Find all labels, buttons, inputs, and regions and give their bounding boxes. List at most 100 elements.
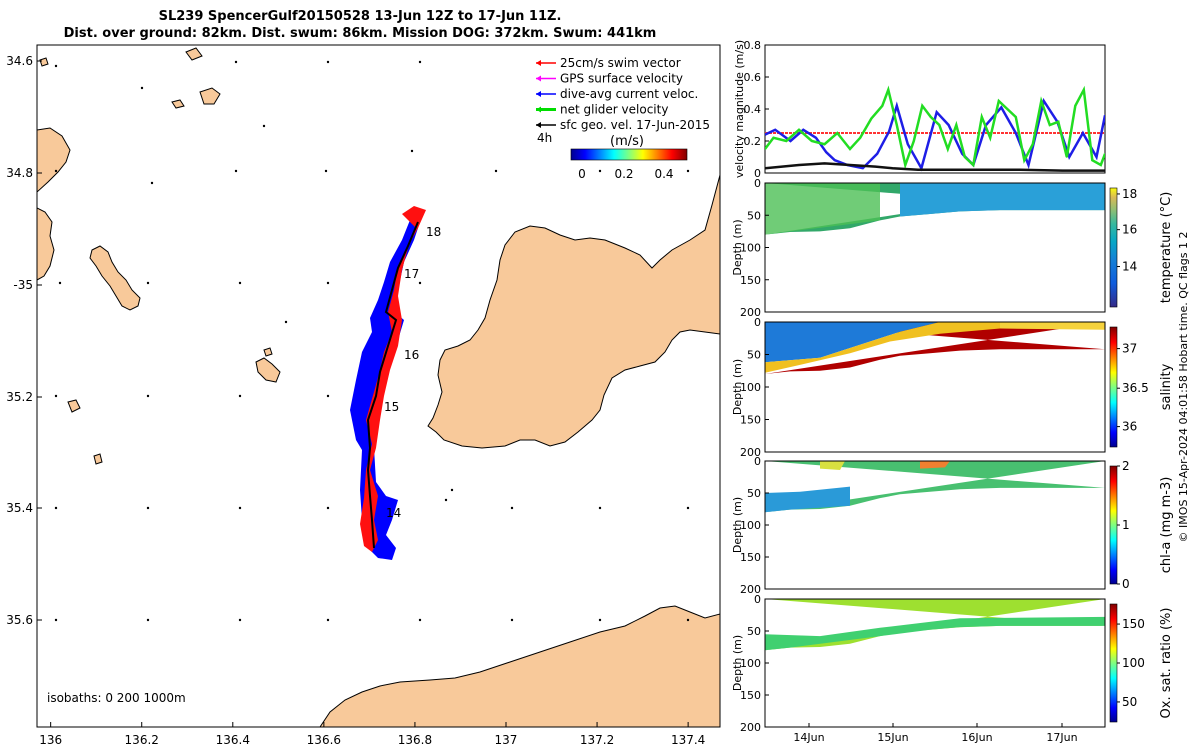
profile-field-chla-mid [820, 461, 845, 470]
day-label-14: 14 [386, 506, 401, 520]
velocity-point [1057, 121, 1060, 123]
velocity-point [972, 164, 975, 166]
colorbar-speed-tick-1: 0.2 [614, 167, 633, 181]
velocity-point [1031, 143, 1034, 145]
velocity-point [1082, 132, 1084, 134]
track-net-path [366, 221, 419, 549]
legend-item: dive-avg current veloc. [536, 87, 698, 101]
velocity-point [881, 105, 884, 107]
land-west-coast-2 [37, 207, 55, 281]
velocity-point [785, 140, 788, 142]
velocity-point [765, 133, 766, 136]
map-xtick-label: 136.6 [307, 733, 341, 747]
map-xtick-label: 136.2 [125, 733, 159, 747]
velocity-point [823, 162, 826, 165]
velocity-point [1065, 156, 1068, 158]
map-xtick-label: 136.8 [398, 733, 432, 747]
velocity-point [917, 169, 919, 171]
isobaths-label: isobaths: 0 200 1000m [47, 691, 186, 705]
legend-arrowhead [536, 75, 541, 82]
velocity-point [895, 105, 898, 107]
island-group [89, 245, 141, 311]
depth-ylabel: Depth (m) [731, 497, 744, 553]
depth-tick-label: 50 [747, 349, 761, 362]
velocity-point [774, 129, 776, 131]
velocity-point [1095, 156, 1098, 158]
velocity-point [1019, 169, 1021, 171]
velocity-series-line [765, 97, 1105, 172]
depth-ylabel: Depth (m) [731, 635, 744, 691]
velocity-point [963, 156, 966, 158]
profile-field-salinity-surface [1000, 322, 1105, 330]
map-ytick-label: -35 [13, 278, 33, 292]
velocity-point [836, 132, 839, 134]
profile-field-chla-high [920, 461, 950, 469]
map-xtick-label: 137.2 [580, 733, 614, 747]
colorbar-label: temperature (°C) [1159, 192, 1174, 304]
velocity-point [887, 89, 890, 91]
day-label-18: 18 [426, 225, 441, 239]
depth-tick-label: 0 [754, 177, 761, 190]
colorbar-speed-title: (m/s) [610, 134, 644, 149]
velocity-point [870, 117, 873, 120]
velocity-point [876, 153, 878, 155]
profile-panel: 0 50 100 150 200 Depth (m) 36 36.5 37 salinity [731, 316, 1174, 459]
depth-ylabel: Depth (m) [731, 219, 744, 275]
colorbar-tick-label: 0 [1122, 577, 1130, 591]
legend-interval-label: 4h [537, 131, 552, 145]
velocity-series-line [765, 85, 1105, 170]
velocity-point [772, 137, 775, 139]
velocity-panel: 0 0.2 0.4 0.6 0.8 velocity magnitude (m/s) [733, 39, 1106, 180]
velocity-point [1104, 169, 1105, 172]
profile-field-oxygen-deep [765, 616, 1105, 651]
figure-title-line2: Dist. over ground: 82km. Dist. swum: 86k… [63, 26, 657, 41]
depth-tick-label: 100 [740, 381, 761, 394]
velocity-point [1023, 159, 1026, 161]
legend-label: 25cm/s swim vector [560, 56, 681, 70]
depth-tick-label: 150 [740, 414, 761, 427]
velocity-point [955, 124, 958, 126]
map-xtick-label: 136.4 [216, 733, 250, 747]
profile-field-salinity-fresh [765, 322, 940, 363]
velocity-point [1043, 100, 1045, 102]
velocity-point [929, 116, 932, 118]
depth-tick-label: 100 [740, 519, 761, 532]
velocity-point [849, 164, 851, 166]
velocity-point [1099, 164, 1102, 166]
velocity-point [1082, 89, 1085, 91]
velocity-point [861, 167, 864, 169]
velocity-point [1000, 106, 1003, 109]
velocity-point [859, 137, 861, 139]
colorbar-tick-label: 150 [1122, 617, 1145, 631]
colorbar-tick-label: 100 [1122, 656, 1145, 670]
velocity-point [874, 165, 877, 168]
profile-colorbar [1109, 603, 1118, 723]
velocity-point [789, 140, 792, 142]
velocity-point [815, 137, 817, 139]
legend-label: sfc geo. vel. 17-Jun-2015 [560, 118, 710, 132]
velocity-point [997, 100, 1000, 102]
profile-field-temperature-cool [900, 183, 1105, 217]
depth-tick-label: 0 [754, 316, 761, 329]
colorbar-tick-label: 1 [1122, 518, 1130, 532]
velocity-point [904, 164, 907, 166]
depth-tick-label: 50 [747, 625, 761, 638]
velocity-point [888, 130, 890, 133]
velocity-point [921, 105, 924, 107]
velocity-point [825, 151, 827, 153]
velocity-point [947, 124, 950, 126]
figure-title-line1: SL239 SpencerGulf20150528 13-Jun 12Z to … [158, 9, 562, 24]
depth-ylabel: Depth (m) [731, 359, 744, 415]
velocity-point [989, 137, 992, 139]
depth-tick-label: 100 [740, 242, 761, 255]
velocity-point [1061, 169, 1064, 172]
map-ytick-label: 34.6 [6, 54, 33, 68]
time-tick-label: 14Jun [793, 731, 824, 744]
velocity-point [765, 148, 766, 150]
velocity-point [907, 143, 909, 145]
land-yorke-peninsula [427, 174, 720, 449]
colorbar-label: chl-a (mg m-3) [1159, 477, 1174, 574]
colorbar-label: salinity [1159, 363, 1174, 410]
